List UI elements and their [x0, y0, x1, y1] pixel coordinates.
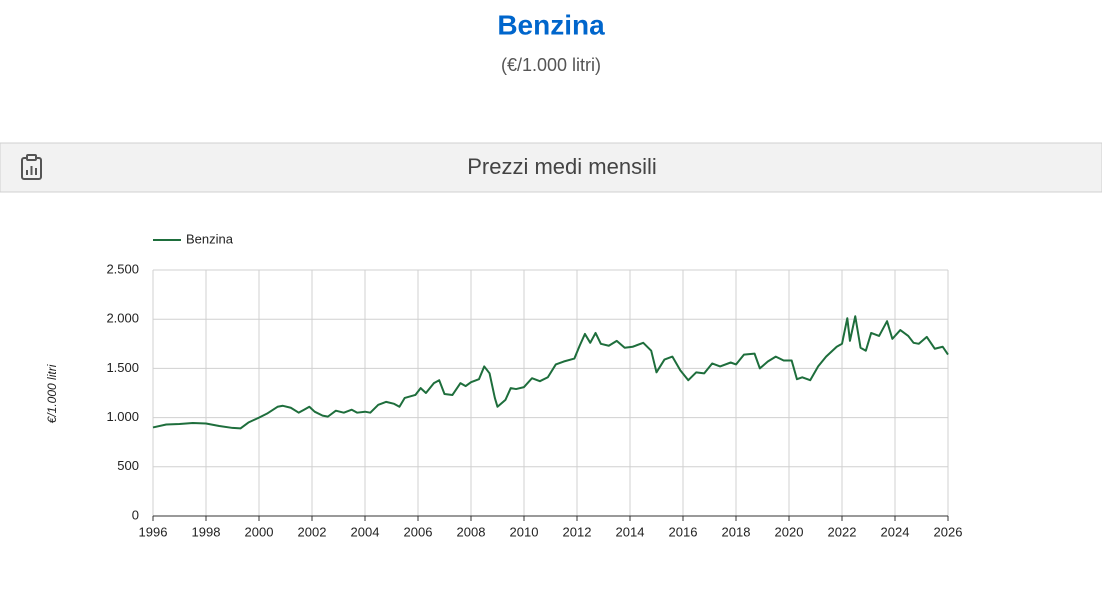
x-tick-label: 1998 [192, 524, 221, 539]
y-tick-label: 1.000 [106, 409, 139, 424]
x-tick-label: 2018 [722, 524, 751, 539]
x-tick-label: 1996 [139, 524, 168, 539]
x-tick-label: 2008 [457, 524, 486, 539]
y-tick-label: 500 [117, 458, 139, 473]
x-tick-label: 2016 [669, 524, 698, 539]
x-tick-label: 2006 [404, 524, 433, 539]
x-tick-label: 2026 [934, 524, 963, 539]
x-tick-label: 2014 [616, 524, 645, 539]
series-line [152, 315, 949, 430]
y-tick-label: 0 [132, 507, 139, 522]
x-tick-label: 2020 [775, 524, 804, 539]
y-tick-label: 2.500 [106, 261, 139, 276]
page-subtitle: (€/1.000 litri) [501, 55, 601, 75]
panel-header [0, 142, 1102, 193]
x-tick-label: 2022 [828, 524, 857, 539]
y-tick-label: 2.000 [106, 311, 139, 326]
page-title: Benzina [497, 9, 605, 40]
x-tick-label: 2024 [881, 524, 910, 539]
x-tick-label: 2012 [563, 524, 592, 539]
panel-title: Prezzi medi mensili [467, 154, 657, 179]
x-tick-label: 2000 [245, 524, 274, 539]
y-tick-label: 1.500 [106, 360, 139, 375]
x-tick-label: 2010 [510, 524, 539, 539]
report-icon[interactable] [21, 154, 42, 180]
x-tick-label: 2002 [298, 524, 327, 539]
legend-label: Benzina [186, 231, 234, 246]
x-tick-label: 2004 [351, 524, 380, 539]
y-axis-label: €/1.000 litri [45, 364, 59, 423]
